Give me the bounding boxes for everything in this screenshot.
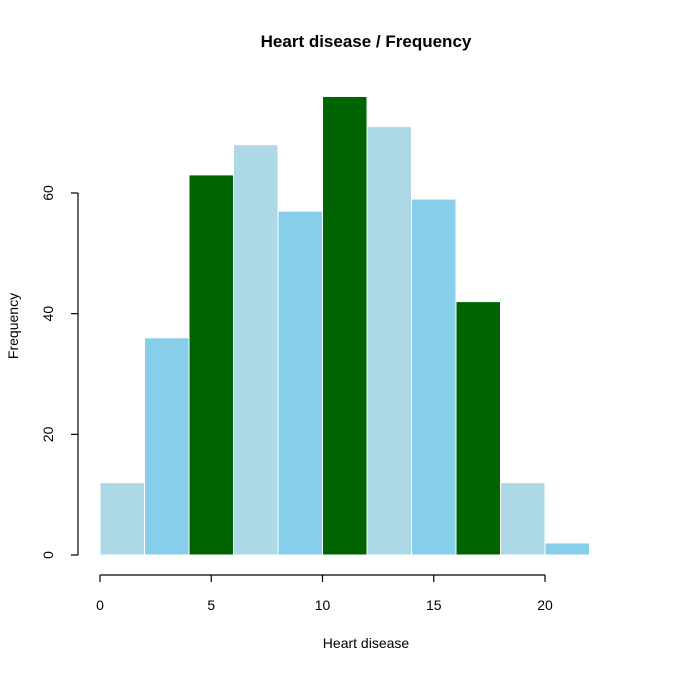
histogram-bar [411, 198, 457, 556]
y-tick-label: 20 [40, 426, 56, 442]
y-tick-label: 60 [40, 185, 56, 201]
histogram-bar [322, 95, 368, 556]
chart-title: Heart disease / Frequency [261, 32, 472, 51]
histogram-bar [188, 174, 234, 556]
bars-group [99, 95, 590, 556]
y-axis: 0 20 40 60 [40, 185, 79, 559]
x-tick-label: 15 [426, 597, 442, 613]
x-tick-label: 20 [537, 597, 553, 613]
histogram-bar [500, 482, 546, 556]
x-axis-label: Heart disease [323, 635, 410, 651]
x-tick-label: 0 [96, 597, 104, 613]
histogram-bar [544, 542, 590, 556]
y-tick-label: 40 [40, 306, 56, 322]
y-axis-label: Frequency [5, 293, 21, 359]
x-tick-label: 10 [315, 597, 331, 613]
histogram-bar [233, 144, 279, 556]
histogram-bar [144, 337, 190, 556]
histogram-bar [99, 482, 145, 556]
y-tick-label: 0 [40, 551, 56, 559]
histogram-bar [277, 210, 323, 556]
x-axis: 0 5 10 15 20 [96, 574, 553, 613]
histogram-bar [366, 126, 412, 556]
x-tick-label: 5 [207, 597, 215, 613]
histogram-bar [455, 301, 501, 556]
